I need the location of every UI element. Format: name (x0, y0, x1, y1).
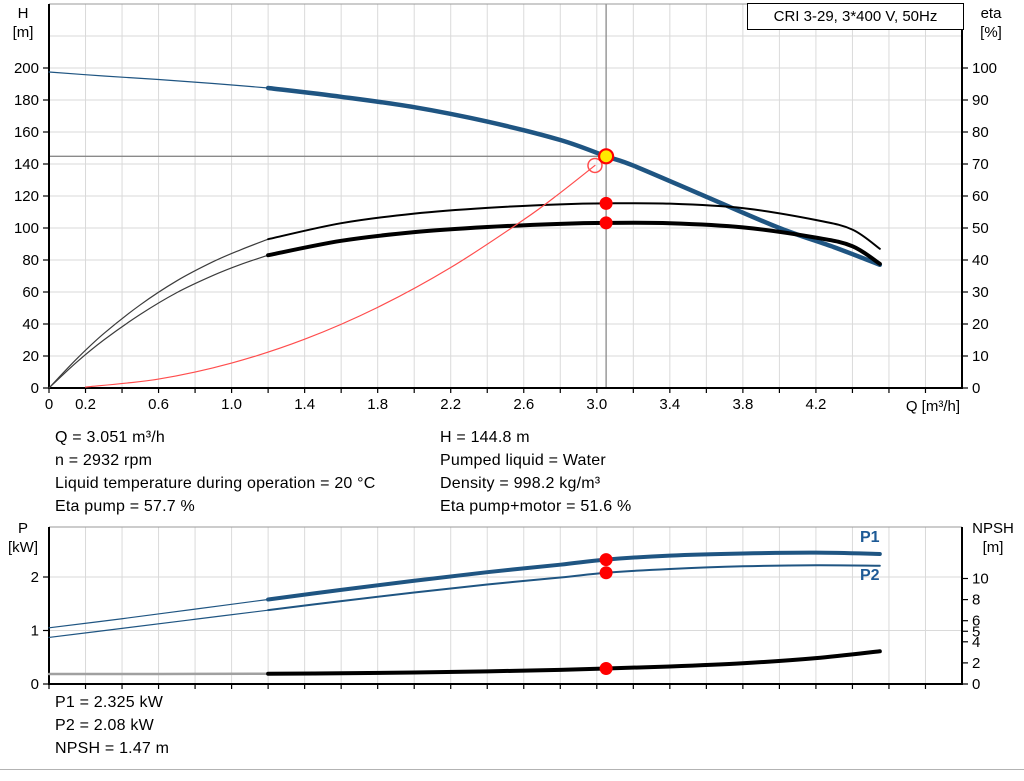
right-tick-label: 10 (972, 571, 989, 588)
info-line-q: Q = 3.051 m³/h (55, 429, 165, 446)
right-tick-label: 4 (972, 634, 980, 651)
npsh-axis-title: NPSH [m] (972, 520, 1014, 556)
npsh-point (599, 661, 613, 675)
right-tick-label: 10 (972, 348, 989, 365)
right-tick-label: 2 (972, 655, 980, 672)
eta-pump-point (599, 196, 613, 210)
right-tick-label: 50 (972, 220, 989, 237)
h-axis-title: H [m] (12, 5, 34, 41)
right-tick-label: 70 (972, 156, 989, 173)
p-axis-title: P [kW] (8, 520, 38, 556)
power-info-block: P1 = 2.325 kW P2 = 2.08 kW NPSH = 1.47 m (55, 691, 169, 760)
p1-low-flow (48, 598, 269, 629)
left-tick-label: 140 (14, 156, 39, 173)
p2-low-flow (48, 609, 269, 639)
p1-curve-label: P1 (860, 529, 880, 546)
left-tick-label: 40 (22, 316, 39, 333)
q-axis-label: Q [m³/h] (905, 398, 960, 415)
info-line-eta-pump: Eta pump = 57.7 % (55, 498, 195, 515)
left-tick-label: 0 (31, 676, 39, 693)
right-tick-label: 6 (972, 613, 980, 630)
x-tick-label: 2.2 (440, 396, 461, 413)
eta-axis-title: eta [%] (980, 5, 1002, 41)
right-tick-label: 30 (972, 284, 989, 301)
p2-curve-label: P2 (860, 567, 880, 584)
system-curve (84, 164, 596, 388)
left-tick-label: 0 (31, 380, 39, 397)
x-tick-label: 1.8 (367, 396, 388, 413)
eta-pump-motor-point (599, 216, 613, 230)
eta-pump-motor-curve (266, 220, 882, 266)
duty-info-left: Q = 3.051 m³/h n = 2932 rpm Liquid tempe… (55, 426, 376, 518)
right-tick-label: 100 (972, 60, 997, 77)
npsh-curve (266, 649, 882, 676)
right-tick-label: 20 (972, 316, 989, 333)
left-tick-label: 2 (31, 569, 39, 586)
left-tick-label: 180 (14, 92, 39, 109)
eta-pump-motor-low-flow (48, 254, 269, 389)
left-tick-label: 20 (22, 348, 39, 365)
p2-point (599, 566, 613, 580)
left-tick-label: 80 (22, 252, 39, 269)
left-tick-label: 60 (22, 284, 39, 301)
x-tick-label: 3.0 (586, 396, 607, 413)
right-tick-label: 0 (972, 676, 980, 693)
info-line-h: H = 144.8 m (440, 429, 530, 446)
x-tick-label: 1.4 (294, 396, 315, 413)
right-tick-label: 0 (972, 380, 980, 397)
x-tick-label: 0.6 (148, 396, 169, 413)
x-tick-label: 0 (45, 396, 53, 413)
duty-point (598, 148, 615, 165)
left-tick-label: 160 (14, 124, 39, 141)
right-tick-label: 8 (972, 592, 980, 609)
left-tick-label: 1 (31, 623, 39, 640)
left-tick-label: 100 (14, 220, 39, 237)
pump-title: CRI 3-29, 3*400 V, 50Hz (773, 8, 938, 25)
info-line-p2: P2 = 2.08 kW (55, 717, 154, 734)
head-curve-low-flow (48, 71, 269, 89)
right-tick-label: 40 (972, 252, 989, 269)
left-tick-label: 200 (14, 60, 39, 77)
x-tick-label: 3.4 (659, 396, 680, 413)
info-line-eta-pump-motor: Eta pump+motor = 51.6 % (440, 498, 632, 515)
info-line-liquid: Pumped liquid = Water (440, 452, 606, 469)
info-line-p1: P1 = 2.325 kW (55, 694, 163, 711)
info-line-npsh: NPSH = 1.47 m (55, 740, 170, 757)
info-line-n: n = 2932 rpm (55, 452, 153, 469)
x-tick-label: 2.6 (513, 396, 534, 413)
right-tick-label: 60 (972, 188, 989, 205)
info-line-density: Density = 998.2 kg/m³ (440, 475, 601, 492)
p2-curve (267, 564, 881, 612)
right-tick-label: 5 (972, 623, 980, 640)
requested-duty-point (587, 157, 603, 174)
p1-point (599, 553, 613, 567)
right-tick-label: 80 (972, 124, 989, 141)
hq-eta-chart: 0 0.2 0.6 1.0 1.4 1.8 2.2 2.6 3.0 3.4 3.8 4.2 0 20 40 6… (14, 3, 997, 413)
eta-pump-curve (267, 202, 881, 250)
duty-info-right: H = 144.8 m Pumped liquid = Water Densit… (440, 426, 631, 518)
x-tick-label: 3.8 (732, 396, 753, 413)
x-tick-label: 0.2 (75, 396, 96, 413)
right-tick-label: 90 (972, 92, 989, 109)
eta-pump-low-flow (48, 238, 269, 389)
pump-title-box: CRI 3-29, 3*400 V, 50Hz (747, 3, 964, 30)
x-tick-label: 1.0 (221, 396, 242, 413)
left-tick-label: 120 (14, 188, 39, 205)
p1-curve (266, 550, 882, 602)
power-npsh-chart: 0 1 2 0 2 456 8 10 (31, 526, 989, 693)
x-tick-label: 4.2 (805, 396, 826, 413)
info-line-temp: Liquid temperature during operation = 20… (55, 475, 376, 492)
footer-divider (0, 769, 1024, 770)
